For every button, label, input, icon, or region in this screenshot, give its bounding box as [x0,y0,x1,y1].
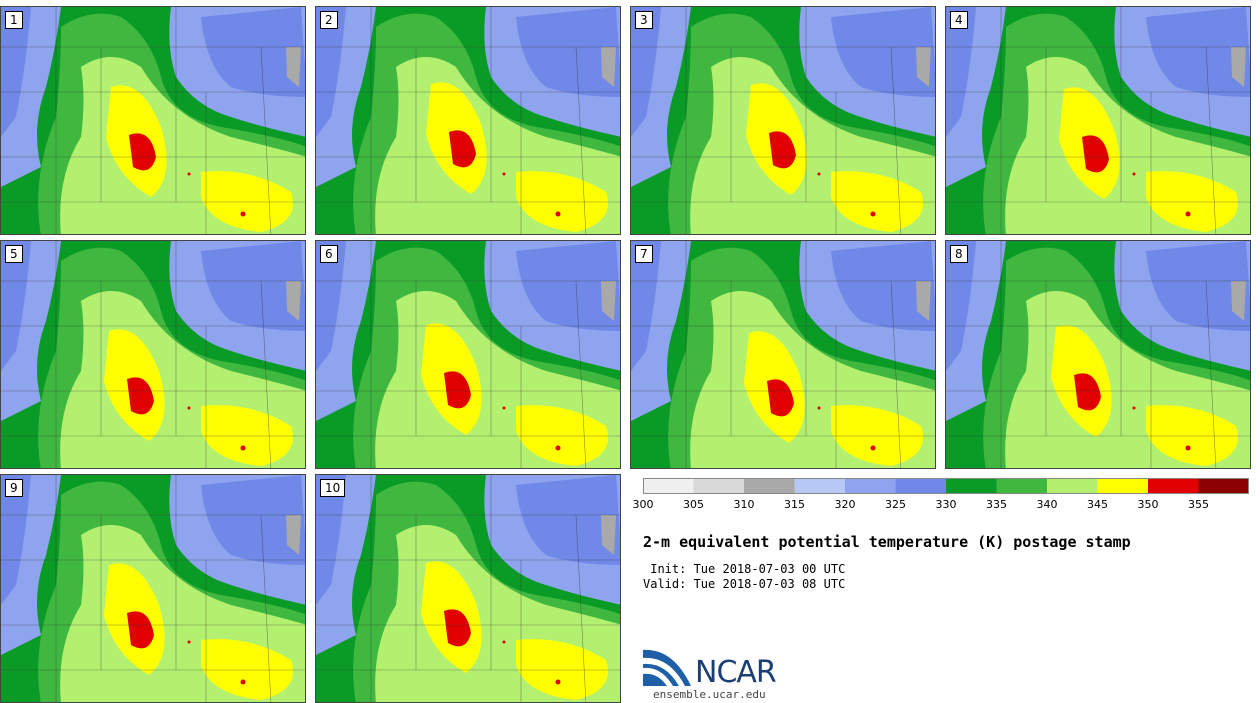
panel-label: 4 [950,11,968,29]
panel-label: 7 [635,245,653,263]
colorbar-tick: 335 [986,498,1007,511]
panel-label: 8 [950,245,968,263]
colorbar-tick: 350 [1137,498,1159,511]
member-panel-9: 9 [0,474,306,703]
colorbar-tick: 300 [632,498,654,511]
member-panel-1: 1 [0,6,306,235]
member-panel-5: 5 [0,240,306,469]
colorbar-swatch [1047,478,1098,494]
site-url: ensemble.ucar.edu [653,688,766,701]
colorbar-tick: 340 [1036,498,1058,511]
valid-time: Valid: Tue 2018-07-03 08 UTC [643,577,846,591]
colorbar [643,478,1249,494]
colorbar-tick: 315 [784,498,805,511]
member-panel-7: 7 [630,240,936,469]
member-panel-8: 8 [945,240,1251,469]
colorbar-swatch [895,478,947,494]
plot-title: 2-m equivalent potential temperature (K)… [643,533,1131,551]
colorbar-tick: 305 [683,498,704,511]
member-panel-2: 2 [315,6,621,235]
colorbar-tick: 330 [935,498,957,511]
member-panel-3: 3 [630,6,936,235]
colorbar-tick: 310 [733,498,755,511]
init-time: Init: Tue 2018-07-03 00 UTC [643,562,846,576]
panel-label: 3 [635,11,653,29]
logo-text: NCAR [695,655,777,690]
colorbar-swatch [794,478,846,494]
colorbar-swatch [693,478,745,494]
ncar-logo-icon [643,649,691,686]
member-panel-10: 10 [315,474,621,703]
colorbar-swatch [946,478,997,494]
panel-label: 9 [5,479,23,497]
panel-label: 2 [320,11,338,29]
colorbar-swatch [1198,478,1249,494]
panel-label: 10 [320,479,346,497]
colorbar-swatch [643,478,694,494]
panel-label: 6 [320,245,338,263]
colorbar-tick: 325 [885,498,906,511]
colorbar-swatch [744,478,795,494]
colorbar-tick: 320 [834,498,856,511]
colorbar-tick: 345 [1087,498,1108,511]
member-panel-6: 6 [315,240,621,469]
colorbar-swatch [845,478,896,494]
colorbar-swatch [1097,478,1149,494]
colorbar-swatch [996,478,1048,494]
member-panel-4: 4 [945,6,1251,235]
panel-label: 1 [5,11,23,29]
colorbar-swatch [1148,478,1199,494]
panel-label: 5 [5,245,23,263]
colorbar-tick: 355 [1188,498,1209,511]
